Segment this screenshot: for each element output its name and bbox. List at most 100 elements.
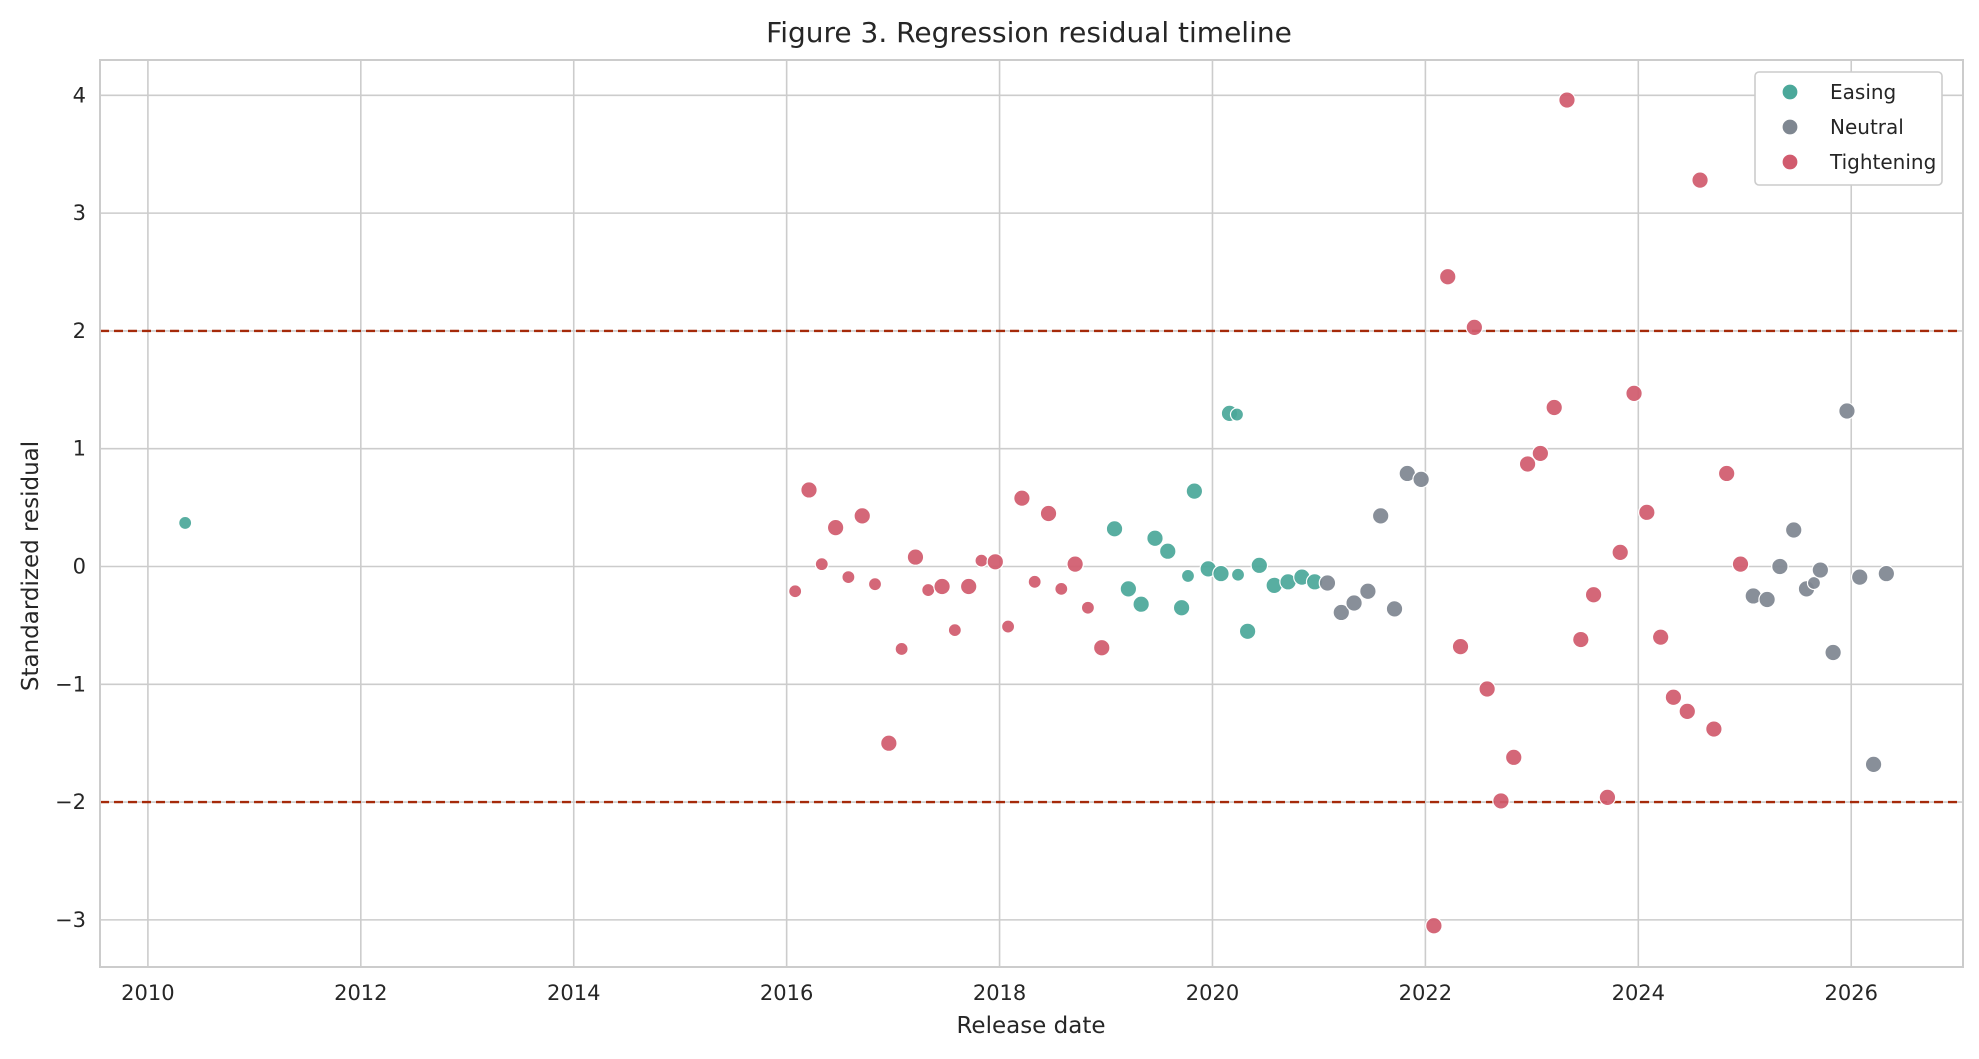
y-tick-label: −3 bbox=[55, 908, 86, 932]
series-tightening bbox=[788, 91, 1750, 935]
data-point bbox=[1385, 600, 1404, 618]
data-point bbox=[1229, 407, 1245, 422]
data-point bbox=[1638, 503, 1656, 522]
data-point bbox=[1504, 748, 1523, 767]
data-point bbox=[1531, 444, 1550, 463]
data-point bbox=[1438, 267, 1457, 286]
reference-lines bbox=[100, 329, 1963, 804]
data-point bbox=[1838, 402, 1856, 420]
legend-label: Easing bbox=[1830, 80, 1896, 104]
y-tick-labels: −3 −2 −1 0 1 2 3 4 bbox=[55, 83, 86, 932]
legend-items: Easing Neutral Tightening bbox=[1781, 80, 1936, 174]
x-axis-title: Release date bbox=[956, 1013, 1105, 1039]
x-tick-label: 2014 bbox=[547, 981, 600, 1005]
y-tick-label: 1 bbox=[73, 437, 86, 461]
data-point bbox=[1092, 638, 1111, 657]
data-point bbox=[1172, 598, 1191, 617]
chart-title: Figure 3. Regression residual timeline bbox=[766, 16, 1292, 49]
data-point bbox=[788, 584, 803, 599]
data-point bbox=[1664, 688, 1683, 707]
y-axis-title: Standardized residual bbox=[18, 441, 44, 691]
data-point bbox=[1651, 628, 1670, 646]
data-point bbox=[1332, 603, 1351, 622]
data-point bbox=[1625, 384, 1643, 403]
data-point bbox=[1119, 580, 1138, 598]
data-point bbox=[826, 518, 845, 537]
data-point bbox=[1345, 594, 1363, 612]
data-point bbox=[1230, 567, 1246, 582]
data-point bbox=[1238, 622, 1257, 641]
y-tick-label: −2 bbox=[55, 790, 86, 814]
data-point bbox=[1784, 521, 1803, 539]
data-points bbox=[178, 91, 1896, 935]
data-point bbox=[1864, 755, 1883, 774]
data-point bbox=[1371, 507, 1390, 525]
data-point bbox=[1180, 568, 1196, 584]
data-point bbox=[1318, 574, 1337, 592]
data-point bbox=[814, 557, 829, 572]
data-point bbox=[1518, 455, 1537, 473]
data-point bbox=[1691, 171, 1709, 189]
data-point bbox=[933, 577, 951, 596]
data-point bbox=[1877, 564, 1896, 583]
data-point bbox=[1811, 561, 1830, 579]
data-point bbox=[1425, 916, 1443, 935]
data-point bbox=[853, 507, 872, 525]
data-point bbox=[906, 548, 925, 566]
x-tick-label: 2024 bbox=[1612, 981, 1665, 1005]
data-point bbox=[1584, 585, 1603, 604]
data-point bbox=[1000, 619, 1016, 634]
data-point bbox=[1545, 398, 1564, 417]
x-tick-label: 2010 bbox=[121, 981, 174, 1005]
data-point bbox=[1824, 643, 1842, 662]
data-point bbox=[1678, 702, 1697, 721]
legend-label: Neutral bbox=[1830, 115, 1904, 139]
y-tick-label: 2 bbox=[73, 319, 86, 343]
legend: Easing Neutral Tightening bbox=[1754, 71, 1943, 186]
data-point bbox=[1250, 556, 1269, 575]
data-point bbox=[1558, 91, 1576, 109]
data-point bbox=[1771, 557, 1789, 576]
x-tick-label: 2018 bbox=[973, 981, 1026, 1005]
data-point bbox=[1451, 637, 1470, 656]
y-tick-label: 4 bbox=[73, 83, 86, 107]
data-point bbox=[1705, 720, 1723, 738]
data-point bbox=[1132, 595, 1150, 613]
y-tick-label: 0 bbox=[73, 555, 86, 579]
data-point bbox=[894, 641, 909, 657]
legend-marker bbox=[1781, 83, 1799, 101]
y-tick-label: −1 bbox=[55, 672, 86, 696]
data-point bbox=[1146, 529, 1164, 548]
data-point bbox=[921, 582, 936, 598]
x-tick-label: 2012 bbox=[334, 981, 387, 1005]
x-tick-label: 2026 bbox=[1824, 981, 1877, 1005]
data-point bbox=[1054, 581, 1069, 596]
data-point bbox=[1412, 470, 1430, 489]
data-point bbox=[1850, 568, 1869, 586]
data-point bbox=[1105, 520, 1124, 538]
data-point bbox=[1572, 630, 1590, 649]
data-point bbox=[1598, 788, 1617, 807]
legend-box bbox=[1754, 71, 1943, 186]
legend-label: Tightening bbox=[1829, 150, 1936, 174]
data-point bbox=[1080, 600, 1096, 615]
legend-marker bbox=[1781, 118, 1799, 136]
data-point bbox=[1066, 555, 1084, 573]
plot-frame bbox=[99, 59, 1964, 968]
data-point bbox=[1611, 543, 1630, 562]
data-point bbox=[841, 570, 856, 585]
x-tick-label: 2022 bbox=[1399, 981, 1452, 1005]
data-point bbox=[1731, 555, 1750, 573]
data-point bbox=[178, 515, 193, 531]
data-point bbox=[1013, 489, 1031, 507]
data-point bbox=[1185, 482, 1204, 500]
legend-marker bbox=[1781, 153, 1799, 171]
data-point bbox=[1465, 318, 1484, 337]
data-point bbox=[1758, 590, 1776, 609]
series-neutral bbox=[1318, 402, 1896, 774]
data-point bbox=[1212, 564, 1230, 583]
data-point bbox=[880, 734, 898, 752]
x-tick-label: 2016 bbox=[760, 981, 813, 1005]
